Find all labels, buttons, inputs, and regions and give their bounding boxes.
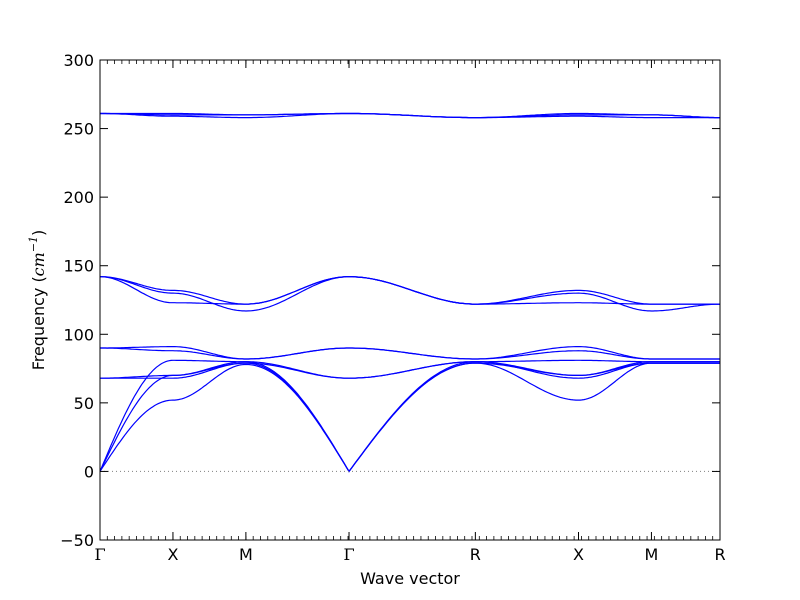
y-axis-label-exponent: −1 xyxy=(27,236,40,252)
band-line-13 xyxy=(100,112,720,119)
x-tick-label: M xyxy=(645,545,659,564)
y-axis-label: Frequency (cm−1) xyxy=(27,230,48,371)
x-tick-label: Γ xyxy=(343,545,354,564)
plot-background xyxy=(100,60,720,540)
y-tick-label: 200 xyxy=(63,188,94,207)
plot-frame xyxy=(99,59,721,541)
y-axis-label-prefix: Frequency ( xyxy=(29,276,48,370)
y-tick-label: 250 xyxy=(63,120,94,139)
x-tick-label: M xyxy=(239,545,253,564)
series-layer xyxy=(99,112,720,473)
x-tick-label: R xyxy=(470,545,481,564)
x-axis-label: Wave vector xyxy=(360,569,460,588)
y-axis-ticks: −50 0 50 100 150 200 250 300 xyxy=(60,51,720,550)
x-tick-label: R xyxy=(714,545,725,564)
x-tick-label: Γ xyxy=(94,545,105,564)
x-tick-label: X xyxy=(573,545,584,564)
y-axis-label-suffix: ) xyxy=(29,230,48,236)
y-axis-label-unit: cm xyxy=(29,252,48,276)
y-tick-label: 50 xyxy=(74,394,94,413)
band-line-7 xyxy=(100,346,720,360)
band-line-10 xyxy=(100,276,720,305)
y-tick-label: 100 xyxy=(63,325,94,344)
y-tick-label: −50 xyxy=(60,531,94,550)
minor-ticks xyxy=(99,60,721,540)
y-tick-label: 300 xyxy=(63,51,94,70)
x-tick-label: X xyxy=(167,545,178,564)
y-tick-label: 0 xyxy=(84,462,94,481)
band-line-5 xyxy=(100,361,720,379)
y-tick-label: 150 xyxy=(63,257,94,276)
band-line-3 xyxy=(99,359,720,473)
